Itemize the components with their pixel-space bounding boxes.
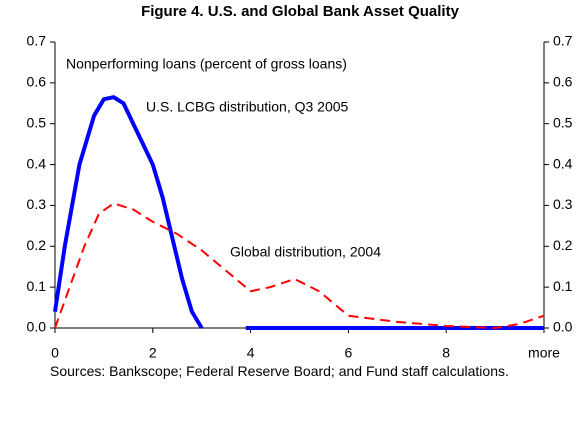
chart-title: Figure 4. U.S. and Global Bank Asset Qua… (141, 3, 460, 20)
subtitle: Nonperforming loans (percent of gross lo… (66, 56, 347, 72)
series-label: U.S. LCBG distribution, Q3 2005 (146, 99, 349, 115)
y2-tick-label: 0.7 (553, 33, 573, 49)
x-tick-label: more (528, 345, 560, 360)
y-tick-label: 0.7 (27, 33, 47, 49)
y-tick-label: 0.2 (27, 237, 47, 253)
source-note: Sources: Bankscope; Federal Reserve Boar… (50, 363, 509, 379)
y2-tick-label: 0.0 (553, 319, 573, 335)
y-tick-label: 0.3 (27, 196, 47, 212)
y2-tick-label: 0.2 (553, 237, 573, 253)
y2-tick-label: 0.4 (553, 155, 573, 171)
series-label: Global distribution, 2004 (230, 244, 381, 260)
x-tick-label: 6 (345, 345, 353, 360)
x-tick-label: 4 (247, 345, 255, 360)
y-tick-label: 0.0 (27, 319, 47, 335)
series-line (54, 202, 545, 329)
chart: Figure 4. U.S. and Global Bank Asset Qua… (27, 3, 573, 360)
y2-tick-label: 0.6 (553, 74, 573, 90)
y-tick-label: 0.4 (27, 155, 47, 171)
y2-tick-label: 0.3 (553, 196, 573, 212)
y2-tick-label: 0.1 (553, 278, 573, 294)
y-tick-label: 0.5 (27, 114, 47, 130)
y-tick-label: 0.6 (27, 74, 47, 90)
series-line (53, 95, 544, 330)
x-tick-label: 8 (442, 345, 450, 360)
x-tick-label: 2 (149, 345, 157, 360)
y2-tick-label: 0.5 (553, 114, 573, 130)
x-tick-label: 0 (51, 345, 59, 360)
y-tick-label: 0.1 (27, 278, 47, 294)
